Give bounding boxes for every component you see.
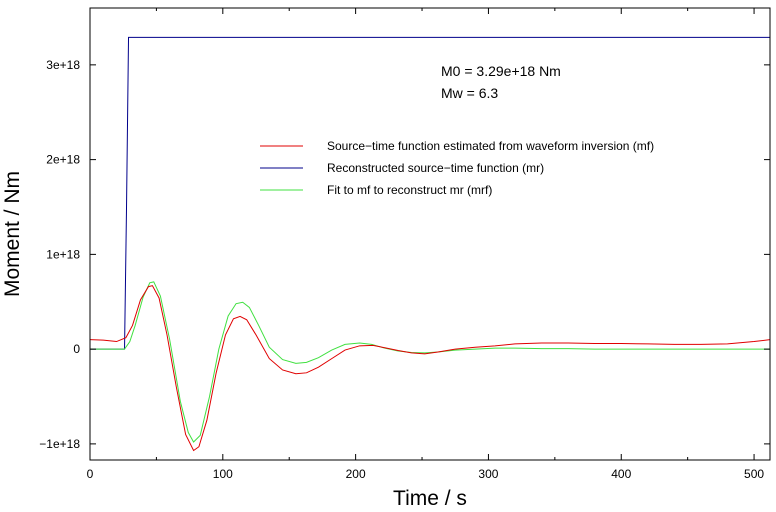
x-tick-label-5: 500: [744, 467, 764, 481]
y-axis-title: Moment / Nm: [1, 171, 24, 297]
y-tick-label-2: 1e+18: [46, 247, 80, 261]
series-line-2: [90, 281, 770, 443]
annotations: M0 = 3.29e+18 Nm Mw = 6.3: [441, 63, 561, 101]
x-tick-label-3: 300: [478, 467, 498, 481]
annotation-moment-magnitude: Mw = 6.3: [441, 85, 498, 101]
x-tick-label-0: 0: [87, 467, 94, 481]
y-tick-label-3: 2e+18: [46, 153, 80, 167]
y-tick-label-4: 3e+18: [46, 58, 80, 72]
legend-label-2: Fit to mf to reconstruct mr (mrf): [327, 183, 492, 197]
series-layer: [89, 36, 771, 452]
plot-frame: [89, 7, 771, 461]
annotation-seismic-moment: M0 = 3.29e+18 Nm: [441, 63, 561, 79]
y-axis-ticks: −1e+18 0 1e+18 2e+18 3e+18: [39, 58, 770, 451]
x-tick-label-4: 400: [611, 467, 631, 481]
x-axis-title: Time / s: [393, 487, 467, 510]
x-tick-label-2: 200: [346, 467, 366, 481]
series-line-0: [89, 285, 771, 452]
legend: Source−time function estimated from wave…: [260, 139, 654, 197]
legend-label-1: Reconstructed source−time function (mr): [327, 161, 544, 175]
y-tick-label-0: −1e+18: [39, 437, 80, 451]
y-tick-label-1: 0: [73, 342, 80, 356]
x-tick-label-1: 100: [213, 467, 233, 481]
legend-label-0: Source−time function estimated from wave…: [327, 139, 654, 153]
x-axis-ticks: 0 100 200 300 400 500: [87, 8, 764, 481]
